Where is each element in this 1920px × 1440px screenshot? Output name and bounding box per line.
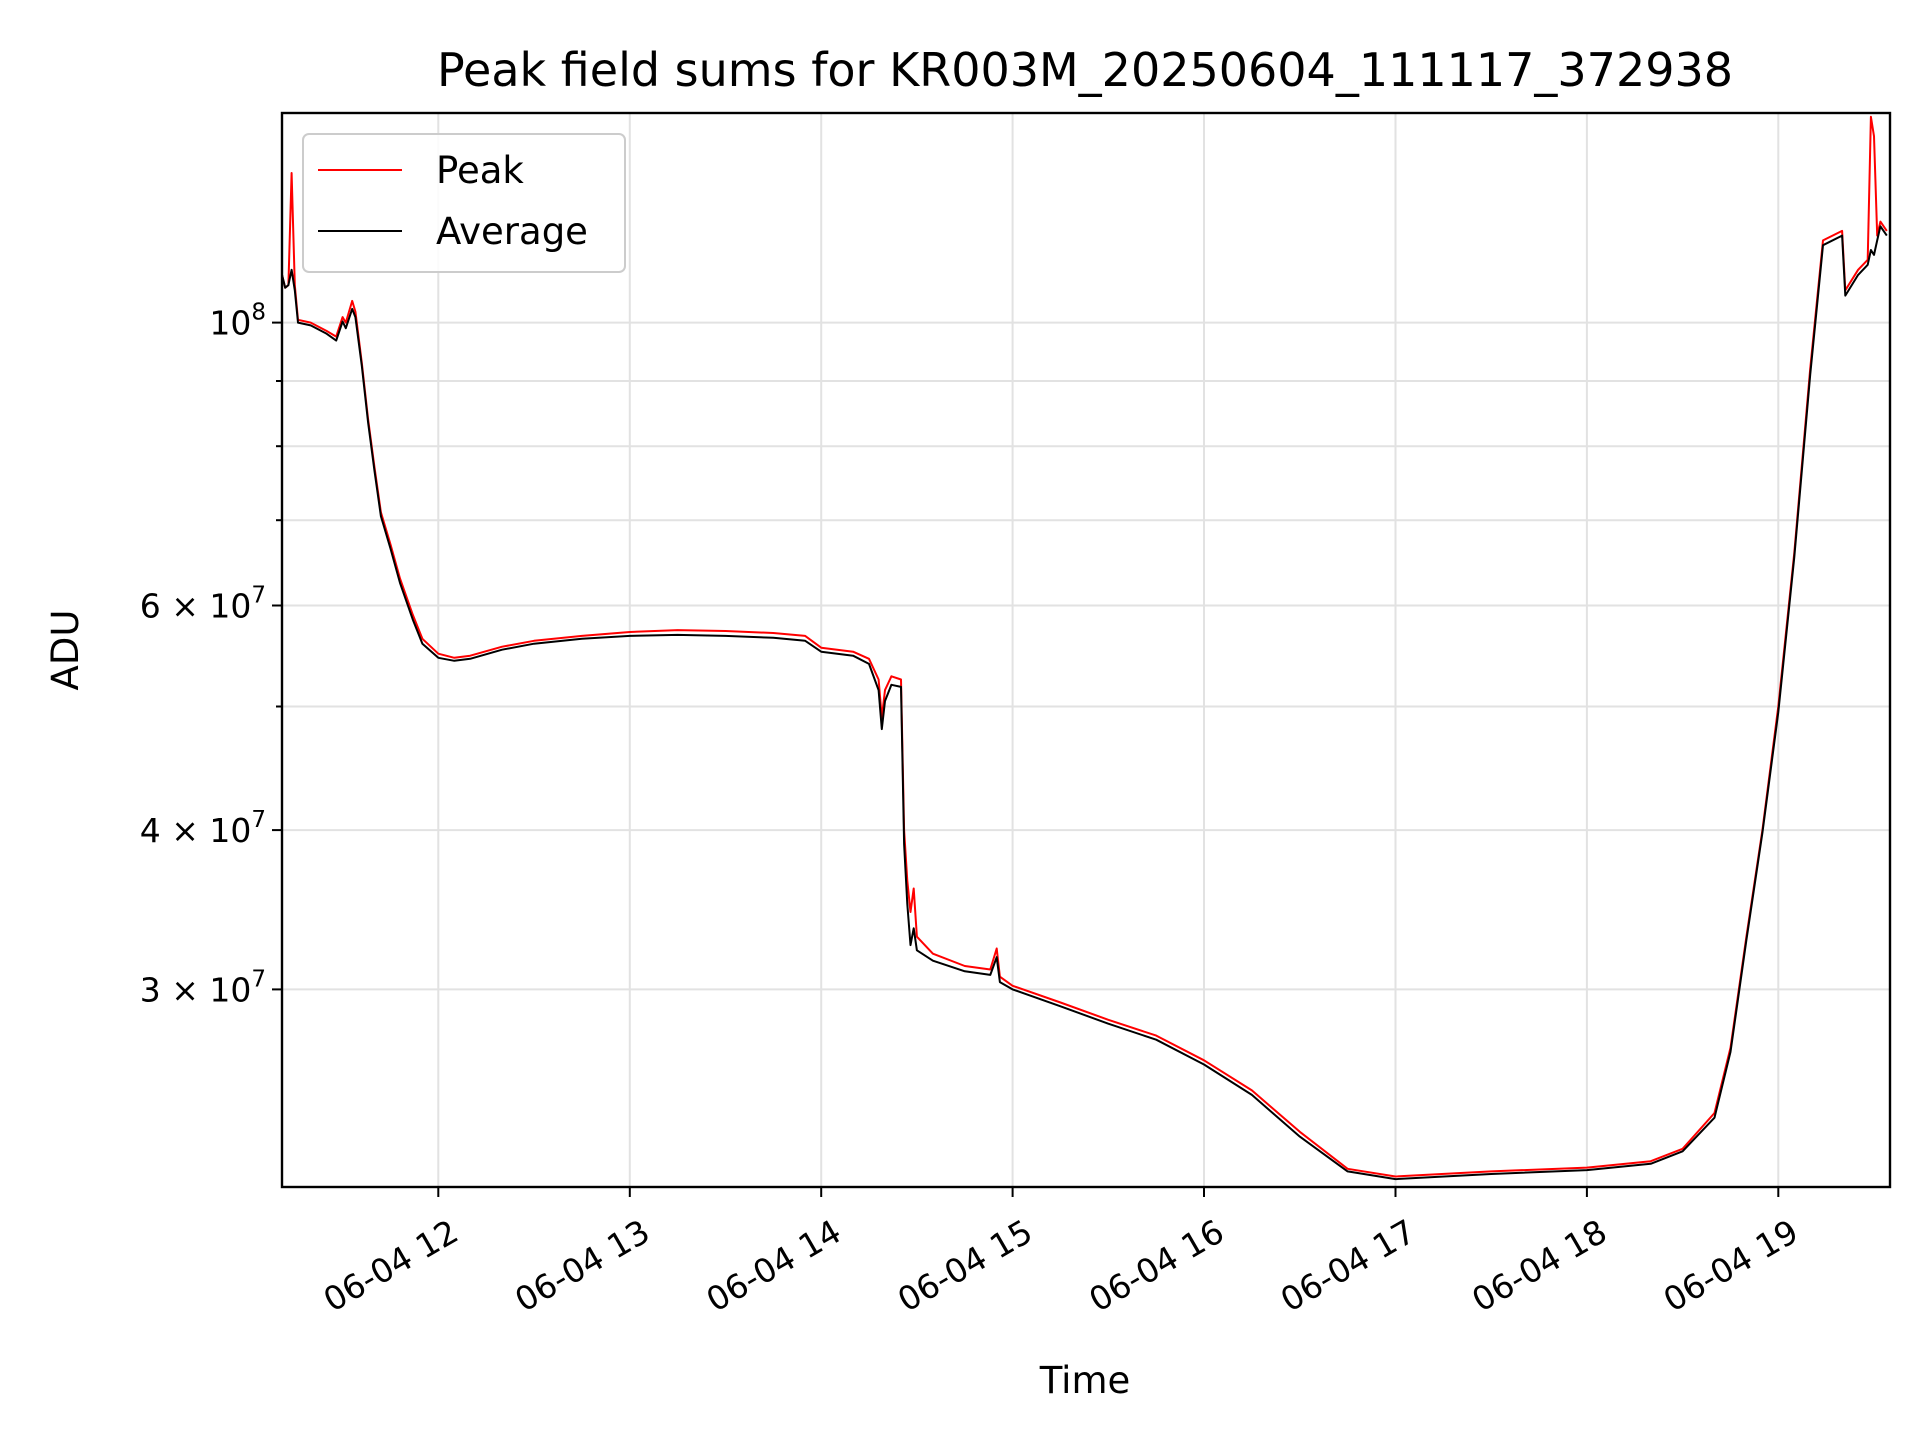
y-tick-label-base: 3 × 10 — [140, 970, 252, 1009]
y-tick-label-exponent: 7 — [251, 966, 266, 992]
y-tick-label-base: 4 × 10 — [140, 811, 252, 850]
y-tick-label-exponent: 7 — [251, 807, 266, 833]
y-tick-label-base: 10 — [209, 304, 251, 343]
legend-label-average: Average — [436, 210, 588, 253]
grid — [282, 113, 1890, 1187]
x-axis-label: Time — [1039, 1359, 1131, 1402]
y-tick-label-base: 6 × 10 — [140, 587, 252, 626]
y-tick-label: 3 × 107 — [140, 966, 266, 1009]
y-tick-label-exponent: 7 — [251, 583, 266, 609]
legend-items: Peak Average — [318, 149, 588, 253]
series-lines — [281, 115, 1888, 1181]
chart-title: Peak field sums for KR003M_20250604_1111… — [437, 43, 1733, 97]
y-tick-label: 108 — [209, 300, 266, 343]
legend-label-peak: Peak — [436, 149, 524, 192]
series-line-average — [281, 225, 1888, 1181]
plot-area-frame — [280, 111, 1892, 1189]
y-tick-label: 6 × 107 — [140, 583, 266, 626]
y-tick-label: 4 × 107 — [140, 807, 266, 850]
legend-box — [302, 133, 626, 273]
y-axis-label: ADU — [44, 610, 87, 691]
legend: Peak Average — [302, 133, 626, 273]
y-tick-label-exponent: 8 — [251, 300, 266, 326]
